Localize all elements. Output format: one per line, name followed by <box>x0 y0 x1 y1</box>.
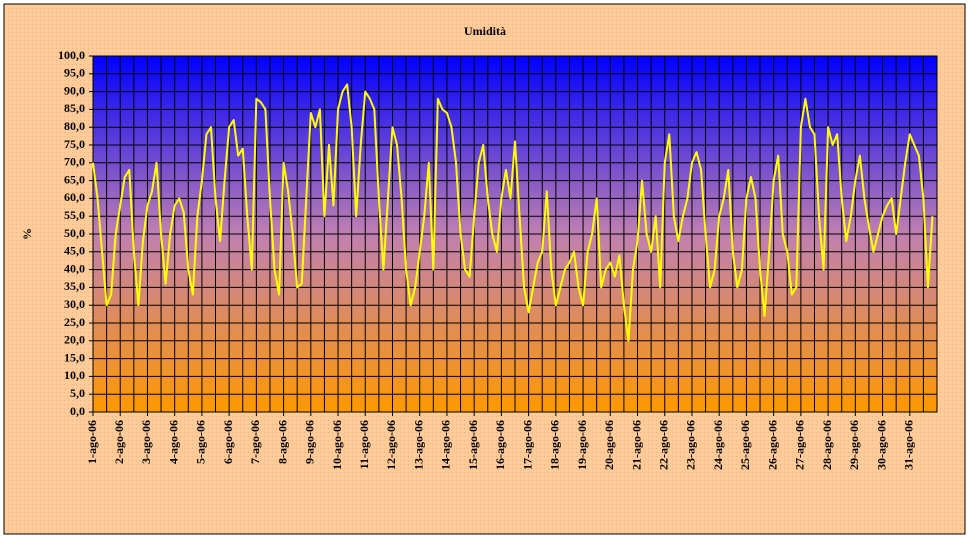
y-tick-label: 25,0 <box>64 315 85 329</box>
x-tick-label: 30-ago-06 <box>874 420 888 470</box>
x-tick-label: 3-ago-06 <box>139 420 153 464</box>
x-tick-label: 15-ago-06 <box>466 420 480 470</box>
y-tick-label: 35,0 <box>64 279 85 293</box>
y-tick-label: 0,0 <box>70 404 85 418</box>
x-tick-label: 11-ago-06 <box>357 420 371 469</box>
x-tick-label: 14-ago-06 <box>439 420 453 470</box>
y-tick-label: 60,0 <box>64 190 85 204</box>
y-tick-label: 5,0 <box>70 386 85 400</box>
y-tick-label: 40,0 <box>64 261 85 275</box>
x-tick-label: 7-ago-06 <box>248 420 262 464</box>
y-tick-label: 55,0 <box>64 208 85 222</box>
x-tick-label: 12-ago-06 <box>384 420 398 470</box>
y-tick-label: 15,0 <box>64 350 85 364</box>
x-tick-label: 4-ago-06 <box>166 420 180 464</box>
x-tick-label: 8-ago-06 <box>275 420 289 464</box>
x-tick-label: 22-ago-06 <box>656 420 670 470</box>
y-tick-label: 45,0 <box>64 244 85 258</box>
y-tick-label: 100,0 <box>58 48 85 62</box>
x-tick-label: 28-ago-06 <box>820 420 834 470</box>
x-tick-label: 17-ago-06 <box>520 420 534 470</box>
y-tick-label: 75,0 <box>64 137 85 151</box>
y-axis-label: % <box>20 228 34 240</box>
y-tick-label: 20,0 <box>64 333 85 347</box>
y-tick-label: 50,0 <box>64 226 85 240</box>
x-tick-label: 1-ago-06 <box>85 420 99 464</box>
x-tick-label: 20-ago-06 <box>602 420 616 470</box>
y-tick-label: 30,0 <box>64 297 85 311</box>
x-tick-label: 26-ago-06 <box>765 420 779 470</box>
x-tick-label: 25-ago-06 <box>738 420 752 470</box>
x-tick-label: 21-ago-06 <box>629 420 643 470</box>
y-tick-label: 95,0 <box>64 66 85 80</box>
x-tick-label: 6-ago-06 <box>221 420 235 464</box>
x-tick-label: 13-ago-06 <box>411 420 425 470</box>
x-tick-label: 16-ago-06 <box>493 420 507 470</box>
x-tick-label: 27-ago-06 <box>793 420 807 470</box>
y-tick-label: 10,0 <box>64 368 85 382</box>
x-tick-label: 23-ago-06 <box>684 420 698 470</box>
x-tick-label: 18-ago-06 <box>548 420 562 470</box>
y-tick-label: 90,0 <box>64 83 85 97</box>
y-tick-label: 85,0 <box>64 101 85 115</box>
x-tick-label: 19-ago-06 <box>575 420 589 470</box>
x-tick-label: 31-ago-06 <box>902 420 916 470</box>
x-tick-label: 9-ago-06 <box>303 420 317 464</box>
x-tick-label: 29-ago-06 <box>847 420 861 470</box>
x-tick-label: 10-ago-06 <box>330 420 344 470</box>
x-tick-label: 2-ago-06 <box>112 420 126 464</box>
series-line <box>92 83 934 342</box>
plot-border <box>92 55 938 413</box>
x-tick-label: 24-ago-06 <box>711 420 725 470</box>
y-tick-label: 65,0 <box>64 172 85 186</box>
chart-title: Umidità <box>464 24 506 38</box>
x-tick-label: 5-ago-06 <box>194 420 208 464</box>
y-tick-label: 80,0 <box>64 119 85 133</box>
y-tick-label: 70,0 <box>64 155 85 169</box>
